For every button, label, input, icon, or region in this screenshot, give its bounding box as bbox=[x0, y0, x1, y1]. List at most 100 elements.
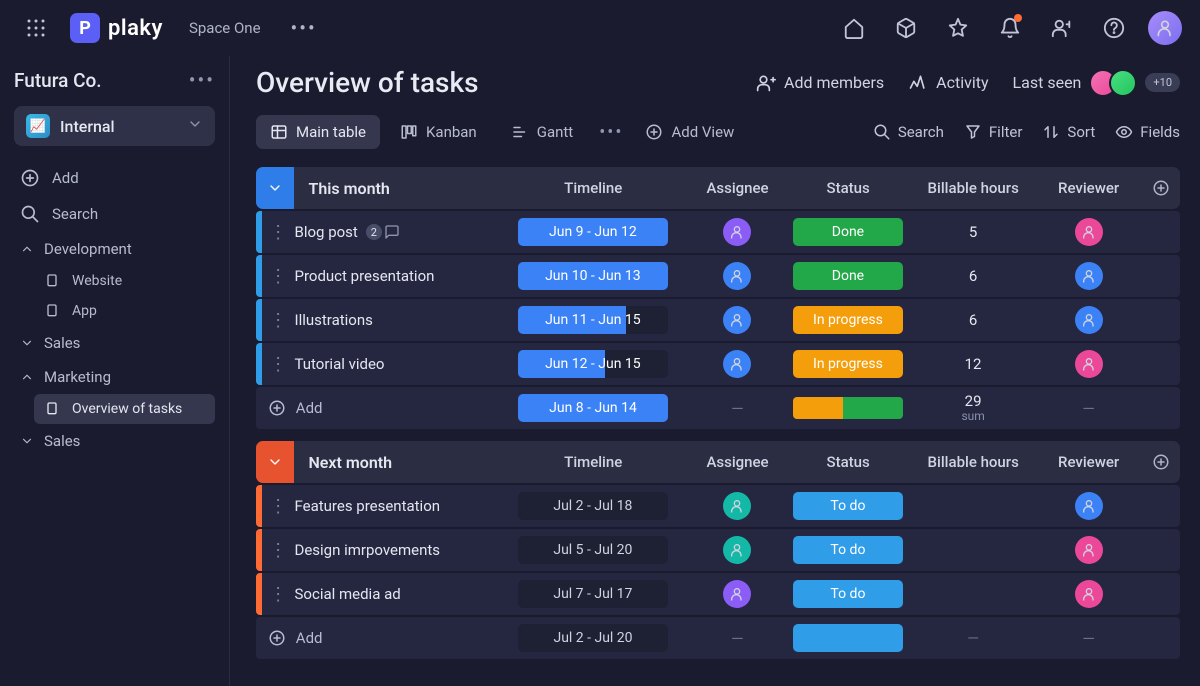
bell-icon[interactable] bbox=[992, 10, 1028, 46]
help-icon[interactable] bbox=[1096, 10, 1132, 46]
comment-badge[interactable]: 2 bbox=[366, 224, 400, 240]
sidebar-section-sales-2[interactable]: Sales bbox=[14, 424, 215, 458]
tool-fields[interactable]: Fields bbox=[1115, 123, 1180, 141]
task-name[interactable]: Blog post2 bbox=[295, 223, 497, 241]
add-column-icon[interactable] bbox=[1142, 179, 1180, 197]
drag-handle-icon[interactable]: ⋮ bbox=[262, 222, 295, 243]
group-toggle-icon[interactable] bbox=[256, 167, 294, 209]
assignee-cell[interactable] bbox=[689, 536, 785, 564]
add-view-button[interactable]: Add View bbox=[645, 123, 734, 141]
tab-gantt[interactable]: Gantt bbox=[497, 115, 587, 149]
user-avatar[interactable] bbox=[1148, 11, 1182, 45]
billable-cell[interactable]: 6 bbox=[911, 267, 1036, 285]
tab-kanban[interactable]: Kanban bbox=[386, 115, 491, 149]
column-header-assignee[interactable]: Assignee bbox=[689, 453, 785, 471]
tab-main-table[interactable]: Main table bbox=[256, 115, 380, 149]
status-cell[interactable]: To do bbox=[785, 536, 910, 564]
box-icon[interactable] bbox=[888, 10, 924, 46]
table-row[interactable]: ⋮ Design imrpovements Jul 5 - Jul 20 To … bbox=[256, 529, 1180, 571]
sidebar-item-overview-of-tasks[interactable]: Overview of tasks bbox=[34, 394, 215, 424]
topbar-more-icon[interactable]: ••• bbox=[291, 16, 317, 40]
task-name[interactable]: Design imrpovements bbox=[295, 541, 497, 559]
status-cell[interactable]: Done bbox=[785, 262, 910, 290]
column-header-billable[interactable]: Billable hours bbox=[911, 179, 1036, 197]
sidebar-section-sales-1[interactable]: Sales bbox=[14, 326, 215, 360]
logo[interactable]: P plaky bbox=[70, 13, 163, 43]
table-row[interactable]: ⋮ Blog post2 Jun 9 - Jun 12 Done 5 bbox=[256, 211, 1180, 253]
reviewer-cell[interactable] bbox=[1036, 262, 1142, 290]
space-selector[interactable]: 📈 Internal bbox=[14, 106, 215, 146]
timeline-cell[interactable]: Jul 5 - Jul 20 bbox=[497, 536, 690, 564]
drag-handle-icon[interactable]: ⋮ bbox=[262, 354, 295, 375]
drag-handle-icon[interactable]: ⋮ bbox=[262, 310, 295, 331]
billable-cell[interactable]: 5 bbox=[911, 223, 1036, 241]
drag-handle-icon[interactable]: ⋮ bbox=[262, 584, 295, 605]
billable-cell[interactable]: 12 bbox=[911, 355, 1036, 373]
tool-search[interactable]: Search bbox=[873, 123, 944, 141]
drag-handle-icon[interactable]: ⋮ bbox=[262, 266, 295, 287]
timeline-cell[interactable]: Jul 7 - Jul 17 bbox=[497, 580, 690, 608]
status-cell[interactable]: To do bbox=[785, 580, 910, 608]
table-row[interactable]: ⋮ Product presentation Jun 10 - Jun 13 D… bbox=[256, 255, 1180, 297]
assignee-cell[interactable] bbox=[689, 580, 785, 608]
column-header-assignee[interactable]: Assignee bbox=[689, 179, 785, 197]
group-name[interactable]: This month bbox=[294, 179, 497, 198]
timeline-cell[interactable]: Jun 9 - Jun 12 bbox=[497, 218, 690, 246]
table-row[interactable]: ⋮ Tutorial video Jun 12 - Jun 15 In prog… bbox=[256, 343, 1180, 385]
reviewer-cell[interactable] bbox=[1036, 492, 1142, 520]
home-icon[interactable] bbox=[836, 10, 872, 46]
assignee-cell[interactable] bbox=[689, 306, 785, 334]
table-row[interactable]: ⋮ Features presentation Jul 2 - Jul 18 T… bbox=[256, 485, 1180, 527]
tool-sort[interactable]: Sort bbox=[1042, 123, 1095, 141]
reviewer-cell[interactable] bbox=[1036, 306, 1142, 334]
add-task-button[interactable]: Add bbox=[262, 399, 497, 417]
workspace-name[interactable]: Futura Co. bbox=[14, 69, 102, 92]
tool-filter[interactable]: Filter bbox=[964, 123, 1023, 141]
timeline-cell[interactable]: Jul 2 - Jul 18 bbox=[497, 492, 690, 520]
column-header-timeline[interactable]: Timeline bbox=[497, 179, 689, 197]
column-header-status[interactable]: Status bbox=[786, 453, 911, 471]
column-header-reviewer[interactable]: Reviewer bbox=[1036, 179, 1142, 197]
column-header-timeline[interactable]: Timeline bbox=[497, 453, 689, 471]
task-name[interactable]: Illustrations bbox=[295, 311, 497, 329]
group-name[interactable]: Next month bbox=[294, 453, 497, 472]
sidebar-item-website[interactable]: Website bbox=[34, 266, 215, 296]
timeline-cell[interactable]: Jun 10 - Jun 13 bbox=[497, 262, 690, 290]
assignee-cell[interactable] bbox=[689, 350, 785, 378]
task-name[interactable]: Tutorial video bbox=[295, 355, 497, 373]
assignee-cell[interactable] bbox=[689, 492, 785, 520]
assignee-cell[interactable] bbox=[689, 218, 785, 246]
sidebar-section-development[interactable]: Development bbox=[14, 232, 215, 266]
status-cell[interactable]: Done bbox=[785, 218, 910, 246]
people-icon[interactable] bbox=[1044, 10, 1080, 46]
reviewer-cell[interactable] bbox=[1036, 580, 1142, 608]
sidebar-item-app[interactable]: App bbox=[34, 296, 215, 326]
sidebar-search[interactable]: Search bbox=[14, 196, 215, 232]
sidebar-section-marketing[interactable]: Marketing bbox=[14, 360, 215, 394]
drag-handle-icon[interactable]: ⋮ bbox=[262, 540, 295, 561]
workspace-more-icon[interactable]: ••• bbox=[189, 68, 215, 92]
add-column-icon[interactable] bbox=[1142, 453, 1180, 471]
status-cell[interactable]: To do bbox=[785, 492, 910, 520]
column-header-billable[interactable]: Billable hours bbox=[911, 453, 1036, 471]
reviewer-cell[interactable] bbox=[1036, 536, 1142, 564]
tabs-more-icon[interactable]: ••• bbox=[593, 122, 629, 143]
add-task-button[interactable]: Add bbox=[262, 629, 497, 647]
status-cell[interactable]: In progress bbox=[785, 306, 910, 334]
timeline-cell[interactable]: Jun 12 - Jun 15 bbox=[497, 350, 690, 378]
task-name[interactable]: Product presentation bbox=[295, 267, 497, 285]
last-seen[interactable]: Last seen +10 bbox=[1013, 69, 1180, 97]
drag-handle-icon[interactable]: ⋮ bbox=[262, 496, 295, 517]
group-toggle-icon[interactable] bbox=[256, 441, 294, 483]
status-cell[interactable]: In progress bbox=[785, 350, 910, 378]
reviewer-cell[interactable] bbox=[1036, 350, 1142, 378]
reviewer-cell[interactable] bbox=[1036, 218, 1142, 246]
assignee-cell[interactable] bbox=[689, 262, 785, 290]
column-header-reviewer[interactable]: Reviewer bbox=[1036, 453, 1142, 471]
add-members-button[interactable]: Add members bbox=[756, 73, 884, 93]
column-header-status[interactable]: Status bbox=[786, 179, 911, 197]
billable-cell[interactable]: 6 bbox=[911, 311, 1036, 329]
activity-button[interactable]: Activity bbox=[908, 73, 988, 93]
sidebar-add[interactable]: Add bbox=[14, 160, 215, 196]
apps-icon[interactable] bbox=[18, 10, 54, 46]
